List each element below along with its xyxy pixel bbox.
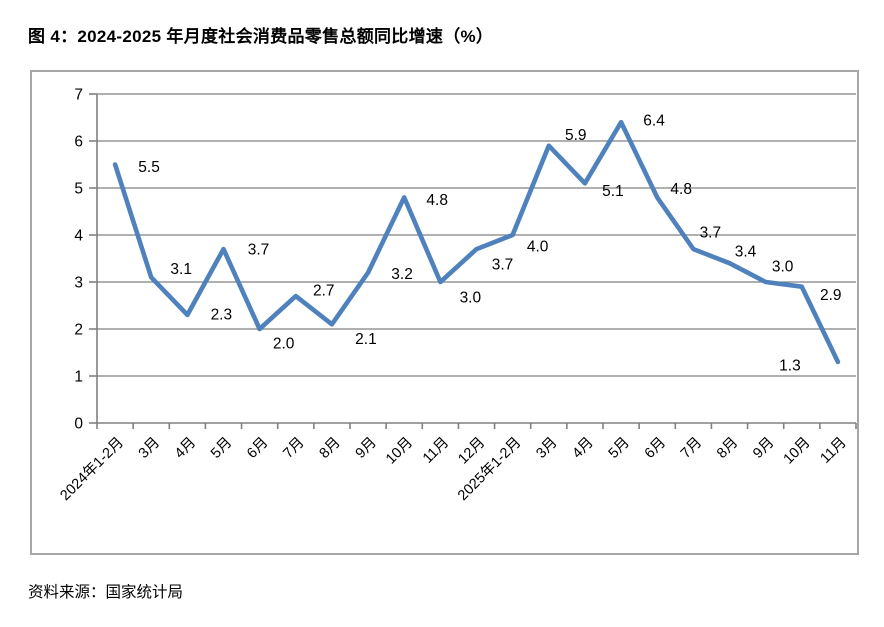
x-tick-label: 8月 <box>316 435 343 462</box>
data-label: 3.1 <box>170 261 192 278</box>
data-label: 1.3 <box>779 357 801 374</box>
x-tick-label: 3月 <box>533 435 560 462</box>
x-tick-label: 6月 <box>244 435 271 462</box>
data-label: 4.0 <box>527 239 549 256</box>
x-tick-label: 11月 <box>818 435 850 467</box>
x-tick-label: 12月 <box>455 435 488 468</box>
y-tick-label: 6 <box>74 134 83 151</box>
y-tick-label: 1 <box>74 369 83 386</box>
data-label: 4.8 <box>670 181 692 198</box>
data-labels: 5.5 3.1 2.3 3.7 2.0 2.7 2.1 3.2 4.8 3.0 3.7 4.0 5.9 5… <box>138 113 841 375</box>
x-tick-label: 7月 <box>280 435 307 462</box>
data-label: 3.0 <box>772 259 794 276</box>
data-label: 2.9 <box>820 287 842 304</box>
x-tick-label: 4月 <box>172 435 199 462</box>
data-label: 2.1 <box>355 331 377 348</box>
x-tick-label: 7月 <box>678 435 705 462</box>
x-tick-label: 5月 <box>208 435 235 462</box>
x-tick-label: 8月 <box>714 435 741 462</box>
data-label: 3.4 <box>735 244 757 261</box>
y-axis-labels: 0 1 2 3 4 5 6 7 <box>74 87 83 433</box>
data-label: 4.8 <box>426 192 448 209</box>
x-tick-label: 6月 <box>642 435 669 462</box>
y-tick-label: 5 <box>74 181 83 198</box>
data-label: 2.3 <box>211 306 233 323</box>
data-label: 3.2 <box>391 266 413 283</box>
y-tick-label: 2 <box>74 322 83 339</box>
y-tick-label: 4 <box>74 228 83 245</box>
x-axis-labels: 2024年1-2月 3月 4月 5月 6月 7月 8月 9月 10月 11月 12月2025年1-2… <box>57 434 850 504</box>
data-label: 5.5 <box>138 159 160 176</box>
chart-title: 图 4：2024-2025 年月度社会消费品零售总额同比增速（%） <box>28 27 494 46</box>
x-tick-label: 2025年1-2月 <box>454 434 524 504</box>
data-line <box>112 119 841 365</box>
x-tick-label: 5月 <box>606 435 633 462</box>
chart-frame: 0 1 2 3 4 5 6 7 2024年1-2月 3月 4月 5月 6月 7月 8月 9月 10月 11月 12月… <box>30 70 859 555</box>
y-tick-label: 0 <box>74 416 83 433</box>
data-label: 2.7 <box>313 283 335 300</box>
axes <box>89 93 857 429</box>
data-label: 3.7 <box>248 242 270 259</box>
source-note: 资料来源：国家统计局 <box>28 584 184 601</box>
x-tick-label: 11月 <box>420 435 452 467</box>
data-label: 5.1 <box>602 183 624 200</box>
data-label: 2.0 <box>273 336 295 353</box>
x-tick-label: 3月 <box>136 435 163 462</box>
x-tick-label: 4月 <box>569 435 596 462</box>
gridlines <box>97 93 856 377</box>
x-tick-label: 9月 <box>750 435 777 462</box>
x-tick-label: 10月 <box>781 435 814 468</box>
x-tick-label: 9月 <box>353 435 380 462</box>
data-label: 6.4 <box>643 113 665 130</box>
data-label: 3.7 <box>700 225 722 242</box>
x-tick-label: 2024年1-2月 <box>57 434 127 504</box>
data-label: 3.7 <box>492 257 514 274</box>
data-label: 5.9 <box>565 127 587 144</box>
y-tick-label: 3 <box>74 275 83 292</box>
y-tick-label: 7 <box>74 87 83 104</box>
data-label: 3.0 <box>460 290 482 307</box>
x-tick-label: 10月 <box>383 435 416 468</box>
